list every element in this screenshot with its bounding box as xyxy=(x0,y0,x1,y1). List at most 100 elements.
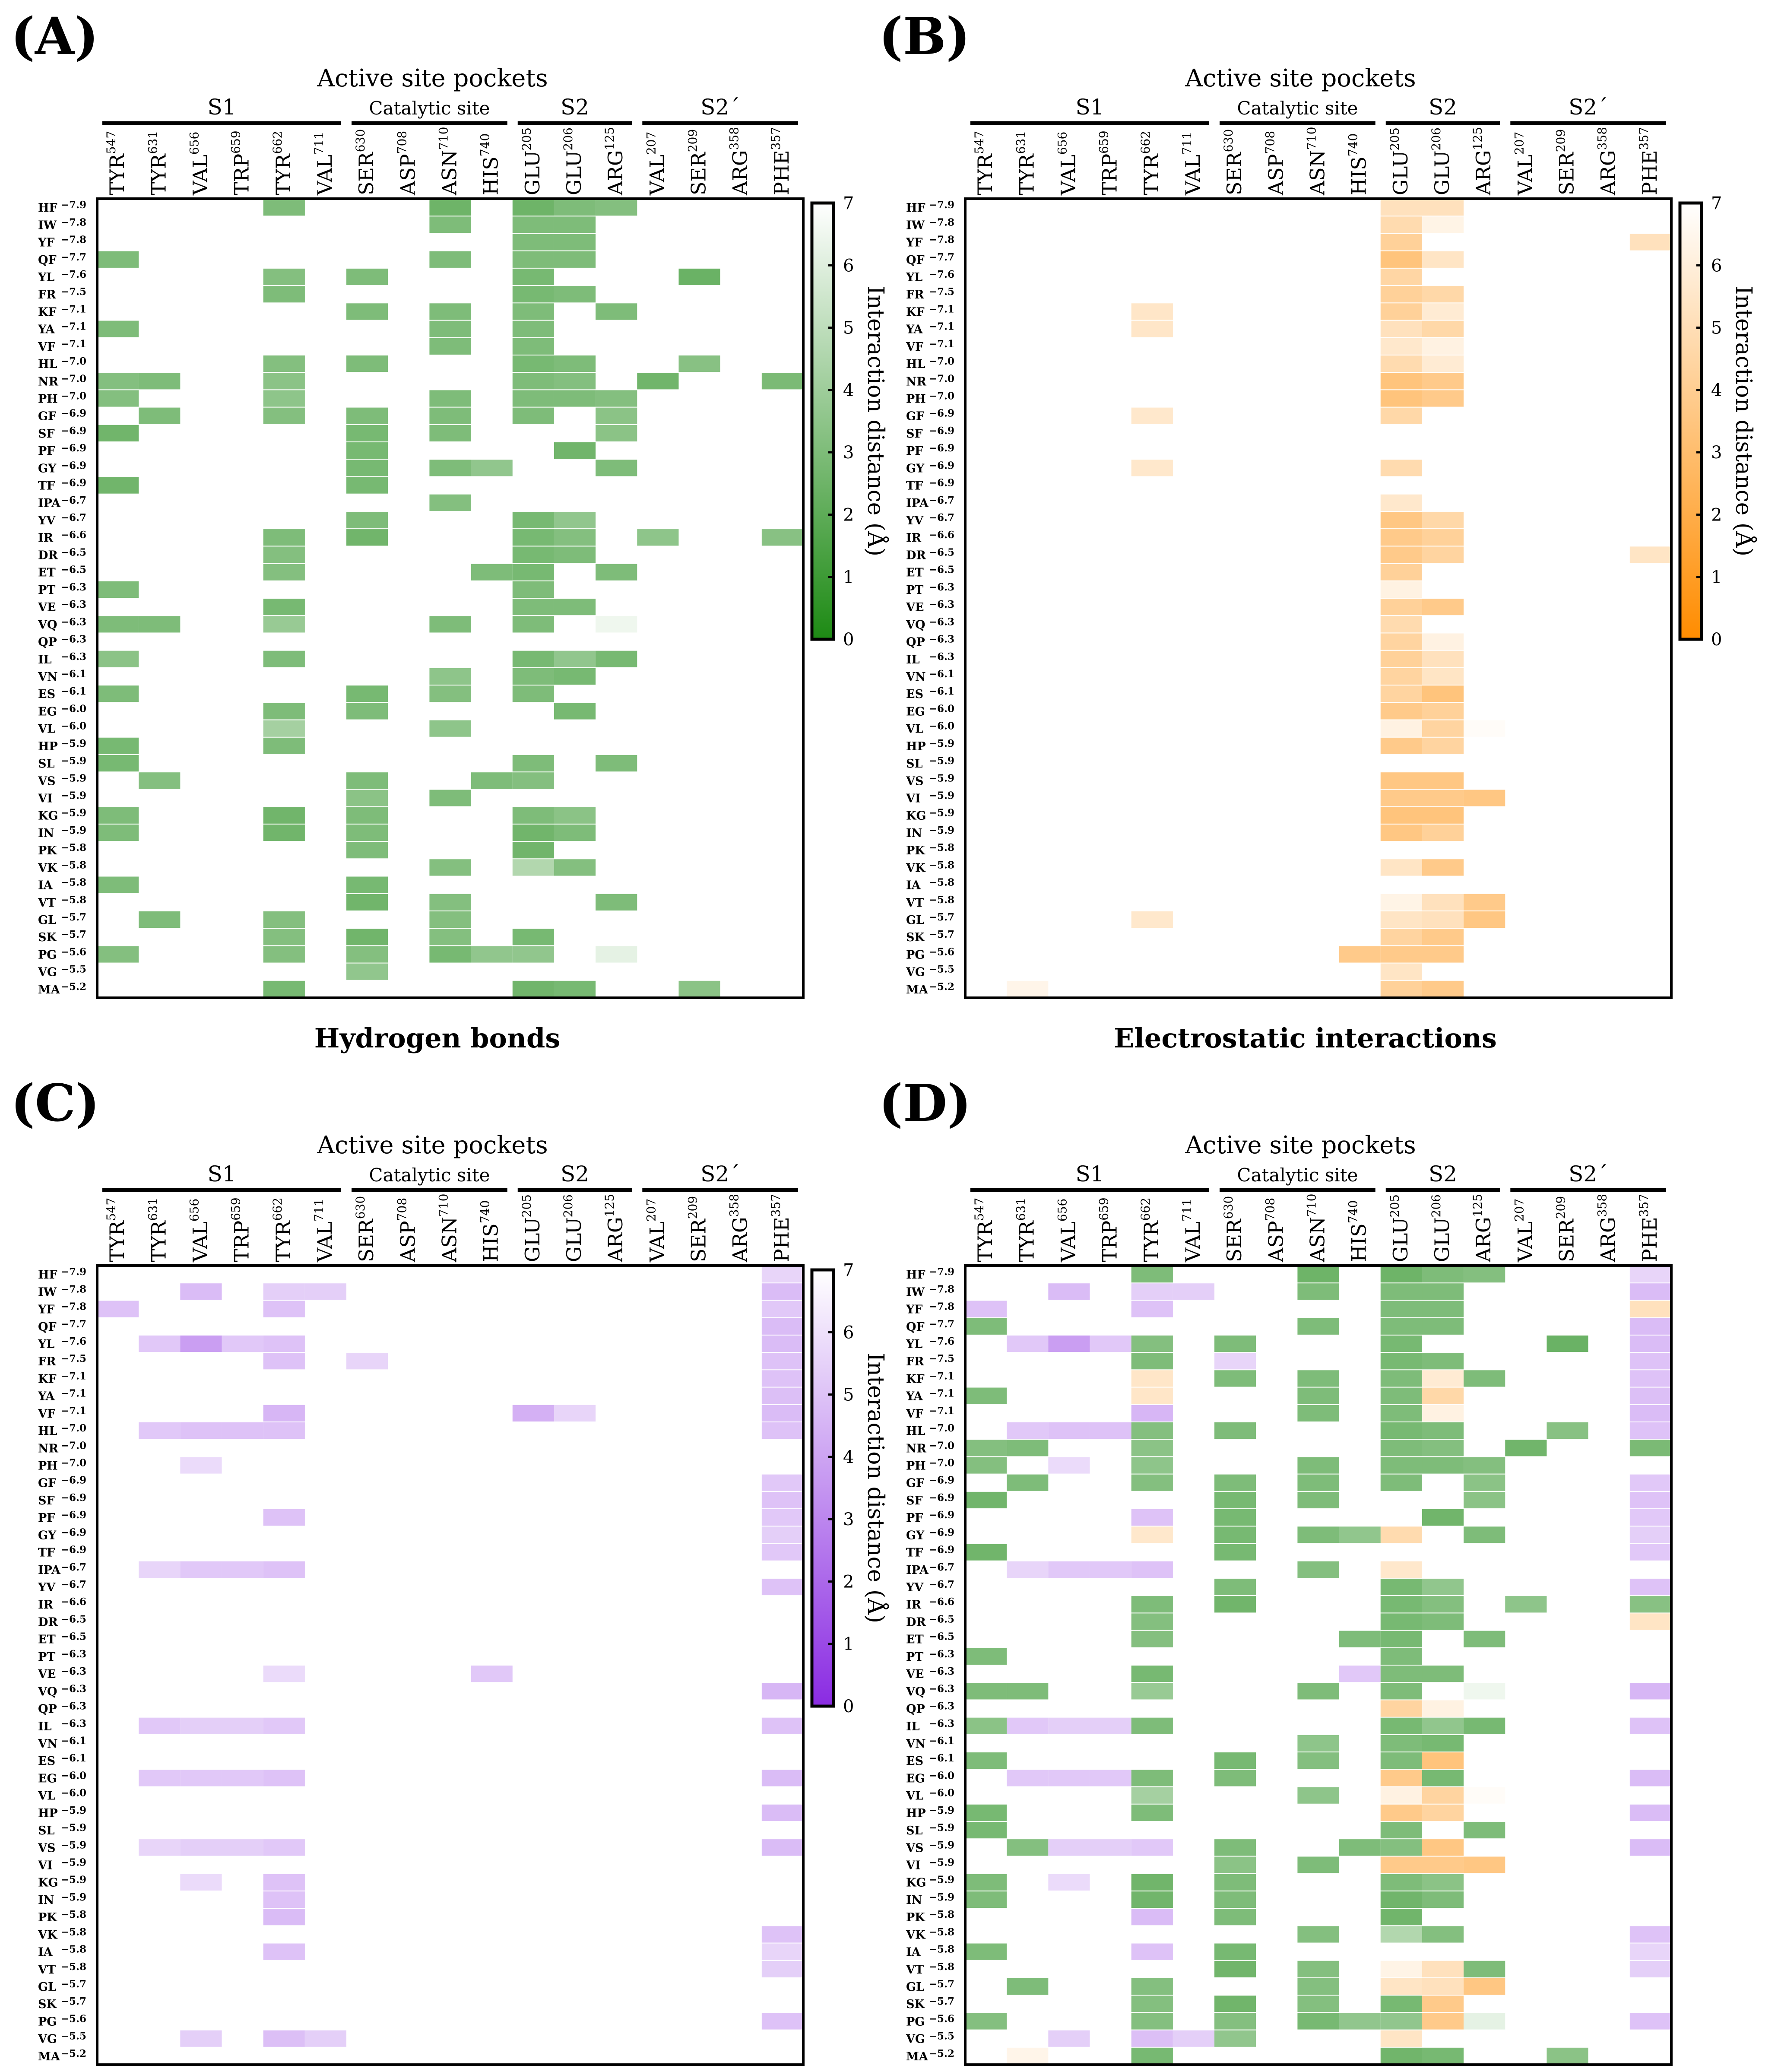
score-label: −5.7 xyxy=(929,911,954,923)
panel-label: (A) xyxy=(11,6,98,66)
peptide-label: NR xyxy=(38,1442,59,1455)
colorbar-tick-label: 5 xyxy=(843,318,854,338)
heatmap-cell xyxy=(1505,1596,1547,1613)
colorbar-title: Interaction distance (Å) xyxy=(1730,286,1757,556)
heatmap-cell xyxy=(429,894,471,911)
heatmap-cell xyxy=(263,720,305,737)
peptide-label: ES xyxy=(906,1755,923,1768)
heatmap-cell xyxy=(263,616,305,633)
peptide-label: VI xyxy=(906,1859,921,1872)
heatmap-cell xyxy=(596,946,637,963)
heatmap-cell xyxy=(1380,1891,1422,1908)
score-label: −7.6 xyxy=(61,269,86,280)
residue-number: 207 xyxy=(644,1199,658,1222)
colorbar-title: Interaction distance (Å) xyxy=(862,1353,889,1623)
panel-a: (A) Active site pockets S1 Catalytic site S2… xyxy=(11,6,889,1054)
heatmap-cell xyxy=(429,303,471,320)
residue-number: 656 xyxy=(1055,132,1069,155)
heatmap-cell xyxy=(512,564,554,581)
heatmap-cell xyxy=(1422,1318,1464,1335)
heatmap-cell xyxy=(1297,1561,1339,1578)
colorbar-tick-label: 6 xyxy=(843,1323,854,1342)
heatmap-cell xyxy=(1629,1596,1671,1613)
residue-number: 659 xyxy=(229,130,243,153)
heatmap-cell xyxy=(1629,546,1671,563)
heatmap-cell xyxy=(1090,1717,1131,1734)
heatmap-cell xyxy=(346,946,388,963)
residue-number: 209 xyxy=(1554,1196,1568,1219)
heatmap-cell xyxy=(965,1301,1007,1317)
heatmap-cell xyxy=(512,355,554,372)
heatmap-cell xyxy=(512,685,554,702)
heatmap-cell xyxy=(1090,1839,1131,1856)
heatmap-cell xyxy=(346,772,388,789)
heatmap-cell xyxy=(1214,1856,1256,1873)
heatmap-cell xyxy=(1131,1526,1173,1543)
peptide-label: YA xyxy=(38,1390,55,1403)
pocket-label: S1 xyxy=(1075,1161,1104,1187)
score-label: −5.9 xyxy=(929,1857,954,1869)
heatmap-cell xyxy=(1380,1405,1422,1422)
heatmap-cell xyxy=(1007,2047,1049,2064)
score-label: −6.7 xyxy=(929,1561,954,1573)
score-label: −7.0 xyxy=(929,1422,954,1434)
score-label: −6.9 xyxy=(61,1544,86,1556)
peptide-label: VL xyxy=(38,723,55,736)
peptide-label: GF xyxy=(906,410,924,423)
peptide-label: HF xyxy=(38,1268,57,1282)
heatmap-cell xyxy=(554,824,596,841)
heatmap-cell xyxy=(1007,980,1049,997)
peptide-label: YV xyxy=(38,1581,56,1594)
heatmap-cell xyxy=(1131,1909,1173,1926)
heatmap-cell xyxy=(1131,1596,1173,1613)
heatmap-cell xyxy=(1380,251,1422,268)
heatmap-cell xyxy=(965,1440,1007,1456)
residue-number: 547 xyxy=(972,1198,986,1221)
heatmap-cell xyxy=(263,737,305,754)
colorbar-tick-label: 7 xyxy=(843,194,854,213)
heatmap-cell xyxy=(761,1301,803,1317)
heatmap-cell xyxy=(139,1335,181,1352)
score-label: −6.3 xyxy=(61,1666,86,1677)
score-label: −6.9 xyxy=(61,1526,86,1538)
peptide-label: IL xyxy=(38,653,52,666)
residue-label: TYR662 xyxy=(1138,131,1163,195)
heatmap-cell xyxy=(637,529,679,546)
score-label: −5.9 xyxy=(61,772,86,784)
panel-label: (D) xyxy=(879,1073,971,1133)
residue-number: 205 xyxy=(1388,1194,1402,1217)
score-label: −5.8 xyxy=(929,877,954,888)
residue-label: ARG125 xyxy=(1470,1194,1495,1263)
heatmap-cell xyxy=(1422,1613,1464,1630)
score-label: −6.0 xyxy=(929,703,954,714)
score-label: −5.8 xyxy=(61,1926,86,1938)
heatmap-cell xyxy=(1380,703,1422,720)
heatmap-cell xyxy=(1007,1717,1049,1734)
residue-number: 630 xyxy=(1221,129,1236,152)
heatmap-cell xyxy=(222,1561,263,1578)
peptide-label: MA xyxy=(38,983,60,996)
heatmap-cell xyxy=(554,859,596,876)
score-label: −7.8 xyxy=(61,216,86,228)
heatmap-cell xyxy=(1048,1839,1090,1856)
peptide-label: PT xyxy=(38,1650,55,1664)
heatmap-cell xyxy=(1629,1544,1671,1561)
peptide-label: YL xyxy=(906,1338,922,1351)
heatmap-cell xyxy=(1422,1700,1464,1717)
score-label: −5.2 xyxy=(929,981,954,993)
heatmap-cell xyxy=(263,373,305,390)
score-label: −5.9 xyxy=(61,807,86,819)
peptide-label: VQ xyxy=(906,618,925,631)
heatmap-cell xyxy=(1131,2013,1173,2030)
heatmap-cell xyxy=(637,373,679,390)
score-label: −6.7 xyxy=(61,1561,86,1573)
heatmap-cell xyxy=(429,616,471,633)
peptide-label: VT xyxy=(906,1963,924,1977)
peptide-label: VS xyxy=(906,774,923,788)
heatmap-cell xyxy=(965,1457,1007,1474)
heatmap-cell xyxy=(1214,1335,1256,1352)
heatmap-cell xyxy=(97,650,139,667)
residue-label: TYR547 xyxy=(972,131,997,195)
heatmap-cell xyxy=(346,876,388,893)
heatmap-cell xyxy=(1297,1787,1339,1804)
